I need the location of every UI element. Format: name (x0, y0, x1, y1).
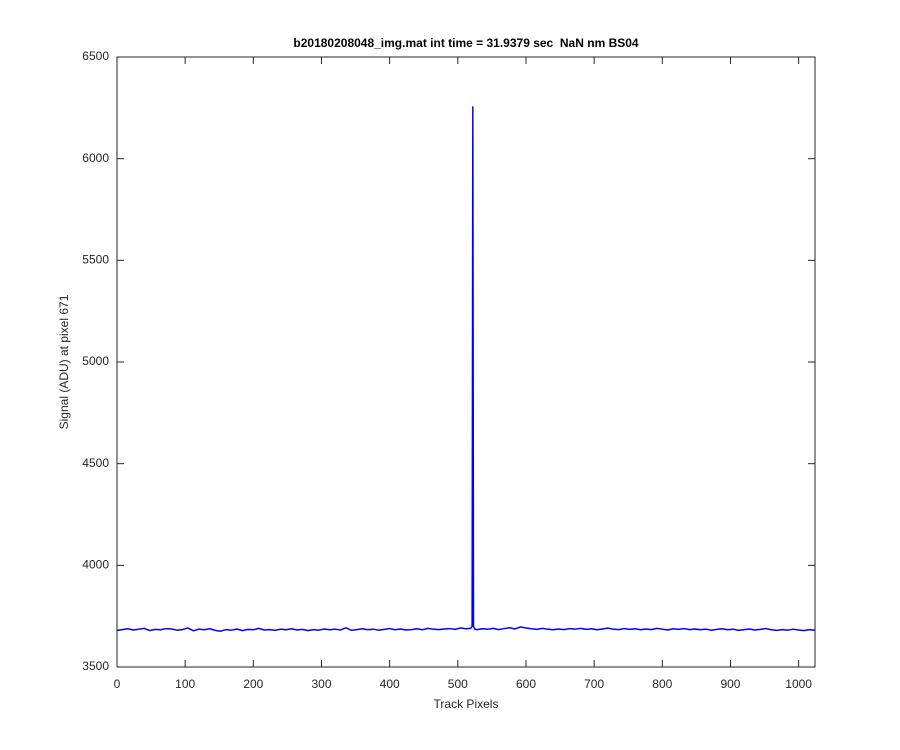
x-tick-label: 700 (584, 677, 604, 691)
plot-area (116, 56, 816, 668)
x-tick-label: 900 (720, 677, 740, 691)
x-tick-label: 0 (114, 677, 121, 691)
x-tick-label: 400 (380, 677, 400, 691)
y-axis-label: Signal (ADU) at pixel 671 (57, 294, 71, 429)
y-tick-label: 4500 (82, 456, 109, 470)
x-axis-label: Track Pixels (434, 697, 499, 711)
x-tick-label: 1000 (785, 677, 812, 691)
x-tick-label: 100 (175, 677, 195, 691)
y-tick-label: 5500 (82, 253, 109, 267)
x-tick-label: 500 (448, 677, 468, 691)
y-tick-label: 6000 (82, 151, 109, 165)
y-tick-label: 6500 (82, 49, 109, 63)
y-tick-label: 4000 (82, 558, 109, 572)
chart-title: b20180208048_img.mat int time = 31.9379 … (293, 36, 639, 50)
x-tick-label: 200 (243, 677, 263, 691)
data-line (116, 106, 816, 632)
x-tick-label: 300 (311, 677, 331, 691)
y-tick-label: 5000 (82, 354, 109, 368)
x-tick-label: 600 (516, 677, 536, 691)
y-tick-label: 3500 (82, 659, 109, 673)
x-tick-label: 800 (652, 677, 672, 691)
